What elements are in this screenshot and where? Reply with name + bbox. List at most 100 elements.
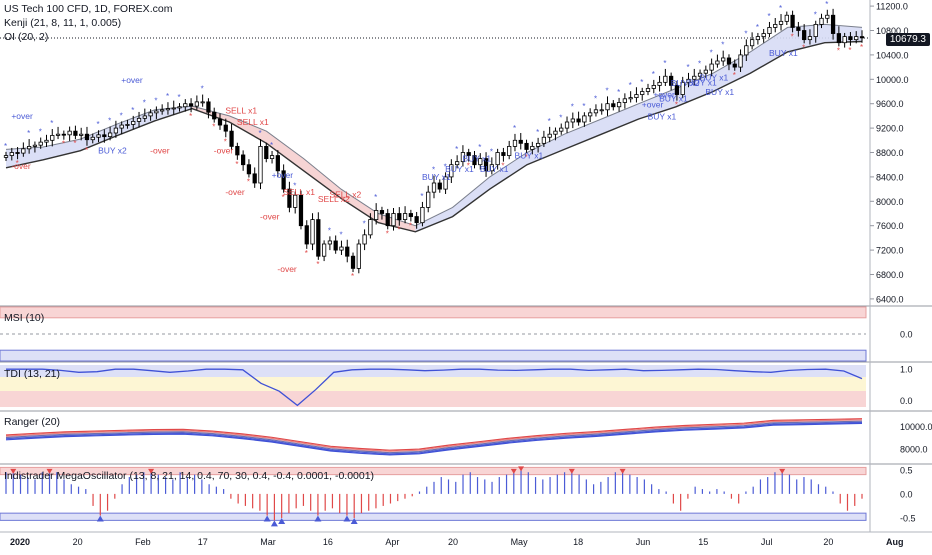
candle-body: [15, 152, 20, 154]
symbol-title[interactable]: US Tech 100 CFD, 1D, FOREX.com: [4, 3, 173, 15]
x-tick-label: 15: [698, 537, 708, 547]
candle-body: [379, 210, 385, 214]
x-tick-label: 16: [323, 537, 333, 547]
mega-buy-triangle: [278, 517, 286, 524]
candle-body: [73, 130, 78, 136]
signal-dot: *: [270, 141, 273, 150]
candle-body: [593, 109, 599, 114]
signal-dot: *: [710, 49, 713, 58]
signal-dot: *: [571, 103, 574, 112]
candle-body: [483, 158, 489, 172]
signal-dot: *: [663, 59, 666, 68]
signal-dot: *: [27, 129, 30, 138]
candle-body: [663, 75, 668, 83]
candle-body: [426, 191, 431, 208]
candle-body: [154, 110, 159, 114]
candle-body: [501, 152, 506, 156]
signal-dot: *: [386, 229, 389, 238]
signal-label: BUY x1: [462, 154, 491, 164]
kenji-indicator-label[interactable]: Kenji (21, 8, 11, 1, 0.005): [4, 17, 122, 29]
candle-body: [854, 36, 859, 41]
x-tick-label: 20: [448, 537, 458, 547]
mega-sell-triangle: [148, 468, 155, 474]
ranger-pane-label[interactable]: Ranger (20): [4, 416, 61, 428]
candle-body: [466, 152, 471, 156]
signal-dot: *: [328, 226, 331, 235]
signal-dot: *: [582, 102, 585, 111]
candle-body: [229, 130, 234, 147]
signal-dot: *: [455, 145, 458, 154]
candle-body: [535, 142, 541, 147]
y-tick-label: 11200.0: [876, 2, 908, 12]
candle-body: [512, 139, 518, 147]
msi-pane-label[interactable]: MSI (10): [4, 312, 45, 324]
candle-body: [217, 118, 223, 126]
signal-dot: *: [409, 221, 412, 230]
oi-indicator-label[interactable]: OI (20, 2): [4, 31, 49, 43]
signal-dot: *: [594, 94, 597, 103]
signal-dot: *: [131, 106, 134, 115]
candle-body: [38, 141, 43, 146]
candle-body: [374, 210, 379, 220]
candle-body: [703, 69, 708, 74]
candle-body: [657, 81, 662, 86]
candle-body: [212, 111, 217, 120]
signal-dot: *: [791, 32, 794, 41]
signal-dot: *: [50, 119, 53, 128]
signal-label: BUY x1: [422, 172, 451, 182]
signal-dot: *: [235, 160, 238, 169]
mega-sell-triangle: [46, 468, 53, 474]
x-tick-label: Mar: [260, 537, 276, 547]
candle-body: [223, 124, 228, 132]
signal-dot: *: [351, 272, 354, 281]
signal-label: -over: [260, 212, 280, 222]
signal-label: BUY x1: [659, 93, 688, 103]
x-tick-label: 2020: [10, 537, 30, 547]
msi-red-zone: [0, 306, 867, 319]
signal-dot: *: [467, 162, 470, 171]
signal-dot: *: [501, 162, 504, 171]
signal-dot: *: [525, 153, 528, 162]
signal-dot: *: [744, 29, 747, 38]
candle-body: [333, 240, 338, 251]
y-tick-label: 9200.0: [876, 124, 904, 134]
candle-body: [715, 60, 720, 65]
ranger-line: [5, 419, 863, 452]
signal-dot: *: [733, 71, 736, 80]
candle-body: [235, 145, 240, 156]
signal-label: -over: [277, 264, 297, 274]
candle-body: [397, 213, 402, 220]
candle-body: [160, 109, 165, 112]
signal-dot: *: [212, 123, 215, 132]
tdi-pane-label[interactable]: TDI (13, 21): [4, 368, 61, 380]
signal-dot: *: [548, 117, 551, 126]
candle-body: [200, 101, 205, 104]
y-tick-label: 6400.0: [876, 294, 904, 304]
candle-body: [241, 154, 246, 166]
signal-dot: *: [617, 88, 620, 97]
megaoscillator-pane-label[interactable]: Indistrader MegaOscillator (13, 8, 21, 1…: [4, 470, 375, 482]
x-tick-label: Feb: [135, 537, 151, 547]
candle-body: [362, 234, 367, 245]
signal-dot: *: [201, 85, 204, 94]
candle-body: [755, 36, 761, 41]
candle-body: [640, 91, 645, 95]
y-tick-label: 6800.0: [876, 270, 904, 280]
candle-body: [264, 145, 269, 159]
candle-body: [449, 164, 454, 178]
candle-body: [9, 152, 14, 156]
candle-body: [796, 27, 801, 31]
signal-label: +over: [642, 99, 664, 109]
signal-dot: *: [432, 166, 435, 175]
candle-body: [84, 133, 90, 141]
signal-dot: *: [397, 226, 400, 235]
signal-dot: *: [756, 23, 759, 32]
signal-dot: *: [374, 193, 377, 202]
candle-body: [726, 57, 732, 65]
y-tick-label: 10000.0: [876, 75, 909, 85]
candle-body: [507, 145, 512, 156]
candle-body: [194, 101, 199, 107]
candle-body: [588, 112, 593, 117]
signal-dot: *: [640, 78, 643, 87]
